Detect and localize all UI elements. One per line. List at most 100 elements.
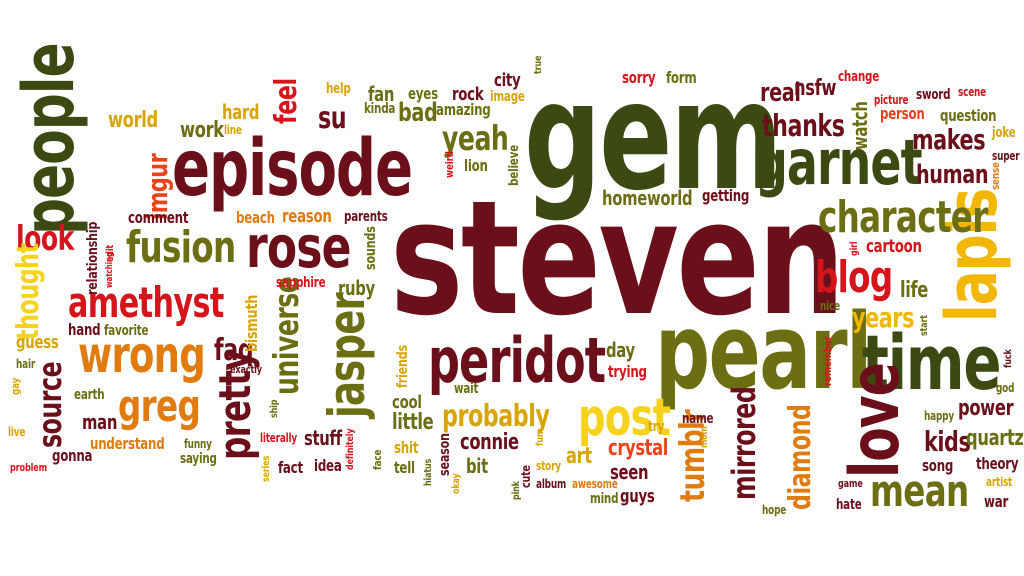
word-hope: hope (762, 503, 787, 517)
word-mean: mean (870, 466, 969, 517)
word-power: power (958, 396, 1014, 421)
word-hand: hand (68, 320, 101, 339)
word-war: war (984, 492, 1009, 511)
word-tell: tell (394, 458, 415, 477)
word-day: day (606, 338, 635, 362)
word-work: work (180, 118, 224, 143)
word-line: line (224, 123, 242, 137)
word-amethyst: amethyst (68, 278, 224, 327)
word-character: character (818, 192, 988, 243)
word-earth: earth (74, 387, 105, 403)
word-steven: steven (390, 167, 845, 351)
word-homeworld: homeworld (602, 186, 693, 210)
word-theory: theory (976, 454, 1019, 473)
word-funny: funny (184, 437, 212, 451)
word-hate: hate (836, 497, 862, 513)
word-story: story (536, 459, 561, 473)
word-picture: picture (874, 93, 909, 107)
word-world: world (108, 108, 158, 133)
word-friends: friends (395, 345, 411, 388)
word-sounds: sounds (363, 226, 379, 270)
word-episode: episode (172, 124, 413, 214)
word-su: su (318, 101, 347, 136)
word-person: person (880, 104, 925, 123)
word-game: game (838, 477, 863, 490)
word-bismuth: bismuth (242, 294, 261, 352)
word-quartz: quartz (966, 426, 1024, 451)
word-mind: mind (590, 491, 619, 507)
word-man: man (82, 410, 118, 434)
word-sapphire: sapphire (276, 275, 326, 291)
word-awesome: awesome (572, 477, 618, 491)
word-question: question (940, 106, 997, 125)
word-mom: mom (699, 426, 710, 448)
word-remember: remember (821, 336, 834, 386)
word-try: try (648, 419, 665, 435)
word-trying: trying (608, 362, 647, 381)
word-super: super (992, 149, 1020, 163)
word-wrong: wrong (78, 326, 206, 384)
word-ship: ship (269, 399, 280, 418)
word-years: years (852, 301, 915, 334)
word-makes: makes (912, 123, 986, 156)
word-look: look (16, 219, 74, 259)
word-getting: getting (702, 186, 750, 205)
word-post: post (578, 388, 671, 448)
word-kids: kids (924, 425, 971, 458)
word-eyes: eyes (408, 84, 438, 103)
word-guess: guess (16, 332, 59, 353)
word-okay: okay (451, 473, 462, 494)
word-gonna: gonna (52, 446, 93, 465)
word-thought: thought (11, 243, 46, 340)
word-human: human (916, 160, 989, 190)
word-beach: beach (236, 208, 275, 227)
word-exactly: exactly (230, 363, 262, 376)
word-fan: fan (368, 82, 395, 106)
word-scene: scene (958, 85, 987, 99)
word-amazing: amazing (436, 100, 491, 119)
word-time: time (862, 318, 1002, 407)
word-problem: problem (10, 461, 47, 474)
word-peridot: peridot (428, 324, 606, 397)
word-sword: sword (916, 87, 951, 103)
word-art: art (566, 444, 592, 469)
word-definitely: definitely (345, 428, 356, 470)
word-people: people (8, 43, 90, 235)
word-understand: understand (90, 434, 165, 453)
word-probably: probably (442, 399, 550, 434)
word-diamond: diamond (783, 404, 818, 510)
word-cool: cool (392, 392, 422, 413)
word-gay: gay (9, 377, 22, 395)
word-nice: nice (820, 299, 840, 313)
word-faq: faq (214, 333, 254, 368)
word-real: real (760, 78, 801, 108)
word-kinda: kinda (364, 101, 396, 117)
word-mirrored: mirrored (725, 386, 763, 500)
word-bad: bad (398, 98, 438, 128)
word-comment: comment (128, 208, 189, 227)
word-fusion: fusion (126, 222, 236, 273)
word-feel: feel (269, 78, 304, 124)
word-love: love (836, 363, 915, 478)
word-literally: literally (260, 431, 298, 445)
word-true: true (533, 55, 544, 74)
word-nsfw: nsfw (794, 76, 837, 101)
word-season: season (437, 433, 453, 476)
word-song: song (922, 456, 954, 475)
word-blog: blog (815, 252, 893, 303)
word-rock: rock (452, 84, 484, 105)
word-god: god (996, 381, 1015, 395)
word-weird: weird (443, 151, 456, 178)
word-pearl: pearl (655, 291, 872, 413)
word-city: city (494, 70, 521, 91)
word-sense: sense (989, 162, 1002, 190)
word-hiatus: hiatus (423, 458, 434, 486)
word-jasper: jasper (318, 292, 376, 418)
word-favorite: favorite (104, 323, 149, 339)
word-live: live (8, 425, 26, 439)
word-change: change (838, 69, 880, 85)
word-hard: hard (222, 100, 260, 124)
word-crystal: crystal (608, 436, 669, 461)
word-believe: believe (507, 144, 522, 186)
